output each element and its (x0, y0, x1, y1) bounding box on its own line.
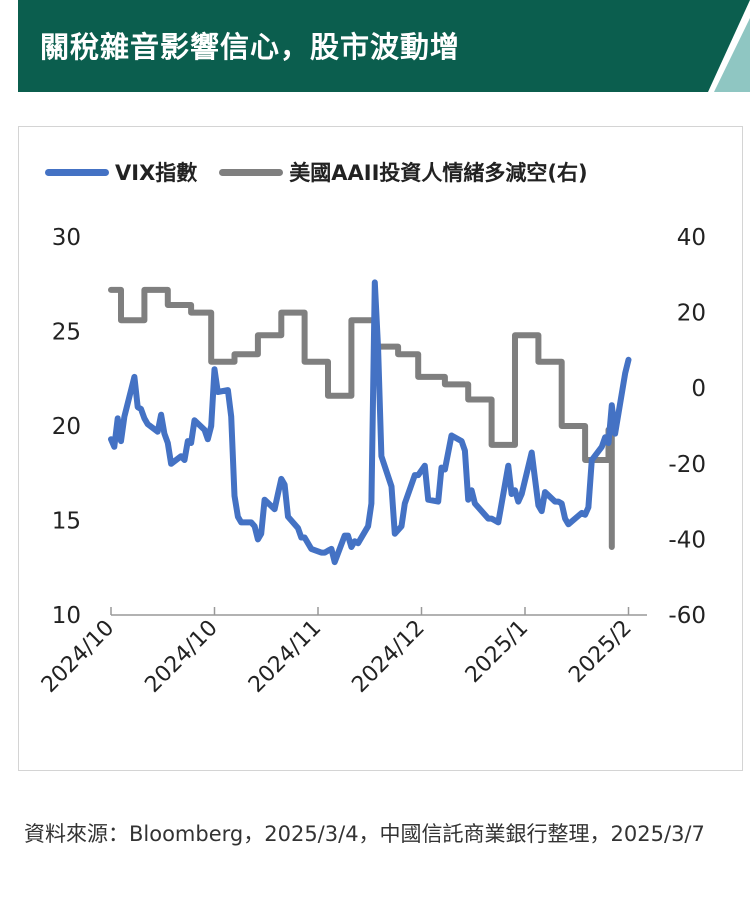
legend-swatch-aaii (219, 168, 284, 176)
source-note: 資料來源：Bloomberg，2025/3/4，中國信託商業銀行整理，2025/… (24, 822, 705, 846)
legend-item-vix: VIX指數 (45, 157, 197, 187)
y-left-tick-label: 30 (52, 225, 81, 251)
chart-legend: VIX指數 美國AAII投資人情緒多減空(右) (45, 157, 610, 187)
x-tick-label: 2024/12 (347, 616, 429, 698)
legend-label-vix: VIX指數 (115, 161, 198, 185)
y-right-tick-label: 0 (691, 376, 706, 402)
page-title: 關稅雜音影響信心，股市波動增 (40, 30, 461, 64)
y-right-tick-label: -20 (668, 452, 706, 478)
legend-swatch-vix (45, 168, 109, 176)
x-tick-label: 2025/1 (461, 616, 533, 688)
header-bar (18, 0, 750, 92)
series-line-aaii (108, 286, 615, 550)
chart-card: VIX指數 美國AAII投資人情緒多減空(右) 2024/10 2024/10 20… (18, 126, 743, 771)
y-right-tick-label: -60 (668, 603, 706, 629)
legend-label-aaii: 美國AAII投資人情緒多減空(右) (289, 161, 588, 185)
y-left-tick-label: 10 (52, 603, 81, 629)
y-right-tick-label: -40 (668, 527, 706, 553)
y-left-tick-label: 25 (52, 320, 81, 346)
x-tick-label: 2024/10 (140, 616, 222, 698)
header-background (18, 0, 750, 92)
legend-item-aaii: 美國AAII投資人情緒多減空(右) (219, 157, 588, 187)
x-tick-label: 2024/11 (244, 616, 326, 698)
y-right-tick-label: 20 (677, 301, 706, 327)
x-tick-label: 2025/2 (564, 616, 636, 688)
series-line-vix (108, 279, 632, 566)
y-left-tick-label: 15 (52, 509, 81, 535)
y-right-tick-label: 40 (677, 225, 706, 251)
header-stripe (714, 18, 750, 92)
line-chart: 2024/10 2024/10 2024/11 2024/12 2025/1 2025/2… (37, 225, 706, 698)
y-left-tick-label: 20 (52, 414, 81, 440)
header-banner: 關稅雜音影響信心，股市波動增 (18, 0, 750, 92)
